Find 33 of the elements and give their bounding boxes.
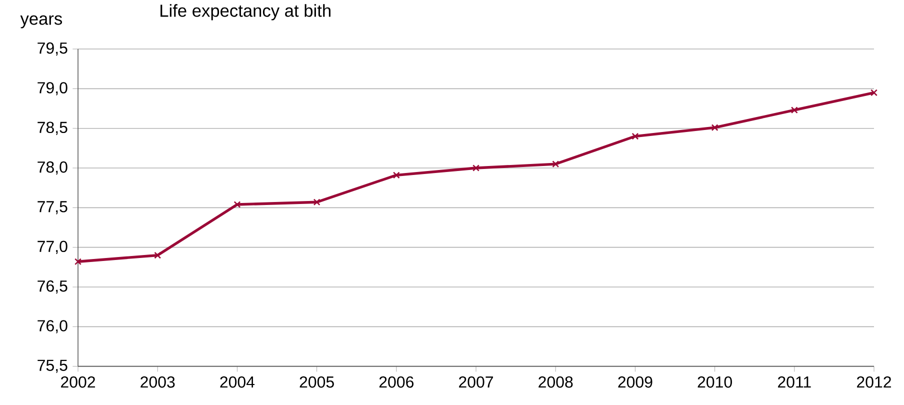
y-tick-label: 78,5 xyxy=(38,122,68,135)
point xyxy=(392,172,400,179)
x-tick-label: 2004 xyxy=(220,376,255,388)
y-tick-label: 77,0 xyxy=(38,240,68,254)
y-tick-label: 77,5 xyxy=(38,201,68,214)
x-tick-label: 2011 xyxy=(778,376,811,388)
point xyxy=(154,252,162,259)
y-tick-label: 76,0 xyxy=(38,320,68,334)
point xyxy=(552,160,560,168)
point xyxy=(313,198,320,206)
y-axis-title: years xyxy=(20,15,62,28)
y-tick-label: 79,5 xyxy=(38,42,68,56)
point xyxy=(711,124,718,132)
point xyxy=(632,132,639,140)
y-tick-label: 78,0 xyxy=(38,161,68,175)
x-tick-label: 2007 xyxy=(459,376,493,388)
x-tick-label: 2010 xyxy=(698,376,732,388)
x-tick-label: 2005 xyxy=(300,376,334,388)
x-tick-label: 2003 xyxy=(140,376,175,388)
chart-title: Life expectancy at bith xyxy=(160,4,330,20)
point xyxy=(74,258,82,266)
x-tick-label: 2009 xyxy=(618,376,652,388)
point xyxy=(234,200,241,208)
y-tick-label: 79,0 xyxy=(38,82,68,96)
x-tick-label: 2002 xyxy=(61,376,95,388)
point xyxy=(870,89,878,96)
x-tick-label: 2008 xyxy=(538,376,573,388)
x-tick-label: 2006 xyxy=(379,376,414,388)
y-tick-label: 75,5 xyxy=(38,360,68,373)
x-tick-label: 2012 xyxy=(857,376,891,388)
point xyxy=(790,106,798,114)
y-tick-label: 76,5 xyxy=(38,280,68,294)
point xyxy=(472,164,480,172)
